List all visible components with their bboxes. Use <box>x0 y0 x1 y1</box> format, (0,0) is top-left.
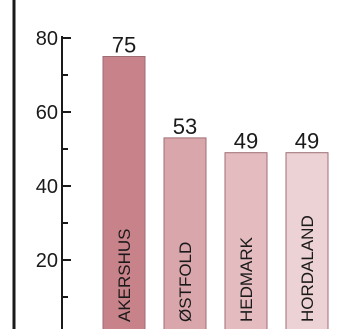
y-tick-label: 20 <box>36 250 58 272</box>
y-tick-label: 60 <box>36 102 58 124</box>
y-tick-label: 80 <box>36 28 58 50</box>
y-axis-ticks: 20 40 60 80 <box>36 28 71 329</box>
bar-value-label: 49 <box>234 129 258 154</box>
y-tick-label: 40 <box>36 176 58 198</box>
bar <box>163 137 207 329</box>
bar <box>102 56 146 329</box>
bar-category-label: HORDALAND <box>298 215 317 322</box>
bar <box>285 152 329 329</box>
bar-category-label: HEDMARK <box>237 236 256 322</box>
bar-value-label: 53 <box>173 114 197 139</box>
bar-value-label: 49 <box>295 129 319 154</box>
bar-category-label: AKERSHUS <box>115 228 134 322</box>
bar <box>224 152 268 329</box>
bar-value-label: 75 <box>112 33 136 58</box>
bar-category-label: ØSTFOLD <box>176 242 195 322</box>
bars: 75 AKERSHUS 53 ØSTFOLD 49 HEDMARK 49 HORDALAND <box>102 33 329 329</box>
